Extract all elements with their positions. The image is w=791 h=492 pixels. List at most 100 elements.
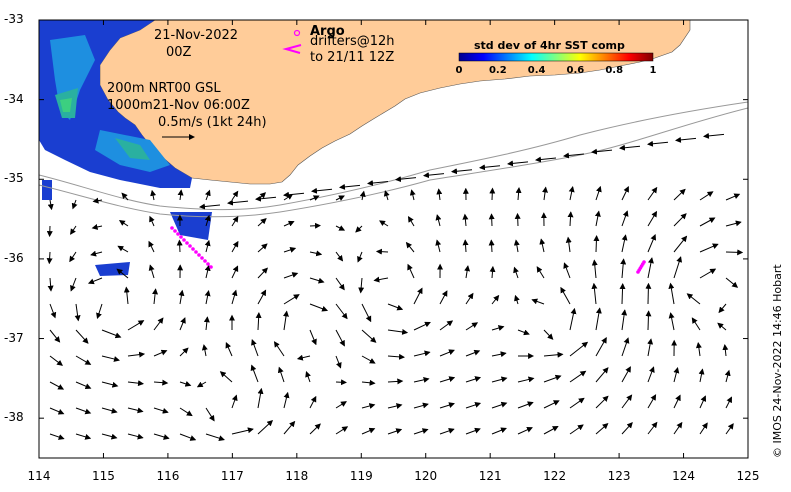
current-vector [257, 289, 267, 305]
current-vector [359, 190, 366, 201]
current-vector [698, 368, 705, 383]
drifter-track-point [170, 226, 174, 230]
current-vector [204, 264, 211, 279]
drifter-track-point [191, 247, 195, 251]
current-vector [148, 240, 155, 253]
current-vector [361, 403, 376, 409]
current-vector [673, 235, 688, 253]
current-vector [283, 191, 305, 198]
current-vector [375, 248, 389, 255]
lon-tick-label: 118 [285, 469, 309, 483]
current-vector [539, 238, 546, 253]
current-vector [435, 239, 442, 253]
current-vector [179, 347, 189, 357]
current-vector [465, 427, 481, 435]
current-vector [179, 380, 192, 387]
current-vector [121, 192, 129, 201]
current-vector [673, 213, 687, 227]
current-vector [595, 307, 602, 331]
current-vector [148, 264, 155, 279]
current-vector [563, 262, 571, 279]
current-vector [491, 294, 500, 305]
current-vector [101, 355, 120, 362]
drifter-track-point [209, 265, 213, 269]
current-vector [595, 185, 602, 201]
current-vector [309, 395, 317, 409]
current-vector [361, 329, 377, 343]
current-vector [395, 176, 417, 183]
current-vector [673, 367, 680, 383]
drifter-track-point [194, 250, 198, 254]
current-vector [283, 391, 290, 409]
current-vector [621, 234, 628, 253]
current-vector [725, 220, 742, 227]
current-vector [439, 402, 455, 409]
current-vector [703, 132, 725, 139]
current-vector [439, 320, 454, 331]
current-vector [335, 329, 345, 347]
current-vector [439, 376, 456, 383]
argo-marker [293, 29, 301, 37]
current-vector [373, 276, 389, 283]
product-label-1: 200m NRT00 GSL [107, 81, 221, 96]
current-vector [49, 329, 61, 343]
current-vector [673, 256, 683, 279]
current-vector [153, 433, 170, 440]
current-vector [75, 381, 92, 389]
current-vector [645, 310, 652, 331]
current-vector [387, 328, 409, 335]
current-vector [199, 203, 221, 210]
current-vector [479, 164, 501, 171]
scale-label: 0.5m/s (1kt 24h) [158, 115, 267, 130]
current-vector [673, 188, 686, 201]
current-vector [436, 188, 443, 201]
current-vector [358, 277, 365, 294]
drifter-track-point [200, 256, 204, 260]
lat-tick-label: -38 [4, 410, 24, 425]
current-vector [435, 214, 442, 227]
current-vector [231, 427, 254, 435]
current-vector [591, 148, 613, 155]
credit-text: © IMOS 24-Nov-2022 14:46 Hobart [771, 264, 784, 458]
lon-tick-label: 121 [478, 469, 502, 483]
current-vector [489, 187, 496, 201]
current-vector [699, 191, 714, 201]
current-vector [619, 144, 641, 151]
current-vector [491, 376, 508, 383]
current-vector [465, 349, 481, 357]
current-vector [305, 370, 311, 383]
current-vector [335, 426, 349, 435]
current-vector [150, 189, 157, 201]
current-vector [231, 265, 239, 279]
current-vector [123, 286, 130, 305]
current-vector [357, 251, 363, 263]
current-vector [117, 245, 129, 253]
colorbar-tick-label: 0.8 [605, 65, 624, 76]
drifter-track-point [203, 259, 207, 263]
colorbar-tick-label: 0 [455, 65, 463, 76]
current-vector [309, 222, 321, 229]
current-vector [255, 312, 262, 331]
current-vector [311, 187, 333, 194]
lat-tick-label: -34 [4, 91, 24, 106]
current-vector [178, 289, 185, 305]
drifter-track-point [185, 241, 189, 245]
current-vector [717, 322, 727, 331]
current-vector [70, 277, 77, 292]
current-vector [283, 247, 297, 253]
current-vector [204, 239, 211, 253]
current-vector [543, 351, 564, 358]
current-vector [673, 421, 683, 435]
current-vector [127, 407, 144, 414]
current-vector [219, 371, 233, 383]
current-vector [686, 293, 701, 305]
current-vector [283, 272, 299, 279]
current-vector [699, 422, 708, 435]
current-vector [69, 251, 77, 263]
current-vector [725, 396, 732, 409]
current-vector [563, 152, 585, 159]
date-label: 21-Nov-2022 [154, 28, 239, 43]
current-vector [204, 214, 211, 227]
current-vector [255, 195, 277, 202]
current-vector [405, 241, 415, 253]
